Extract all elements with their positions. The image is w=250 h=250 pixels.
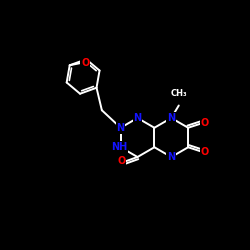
Text: N: N <box>167 113 175 123</box>
Text: N: N <box>116 123 125 133</box>
Text: O: O <box>81 58 89 68</box>
Text: CH₃: CH₃ <box>171 88 188 98</box>
Text: N: N <box>134 113 141 123</box>
Text: O: O <box>201 118 209 128</box>
Text: O: O <box>201 147 209 157</box>
Text: N: N <box>167 152 175 162</box>
Text: NH: NH <box>111 142 128 152</box>
Text: O: O <box>117 156 125 166</box>
